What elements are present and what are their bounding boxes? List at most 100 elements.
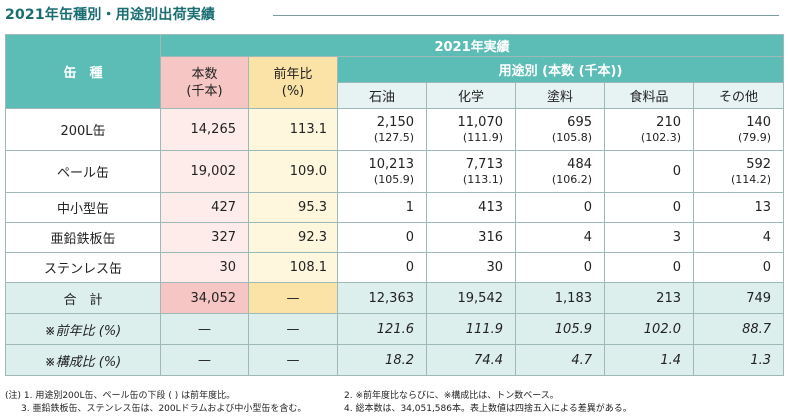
use-cell: 4 [515, 222, 605, 253]
total-quantity: 34,052 [160, 282, 249, 314]
use-cell: 0 [604, 252, 694, 283]
use-value: 0 [672, 163, 681, 179]
yoy-ratio-cell: 105.9 [515, 313, 605, 345]
yoy-cell: 108.1 [248, 252, 338, 283]
use-value: 10,213 [368, 156, 415, 172]
use-value: 592 [746, 156, 772, 172]
use-cell: 0 [604, 150, 694, 193]
total-row: 合 計 34,052 — 12,363 19,542 1,183 213 749 [5, 282, 785, 314]
header-year: 2021年実績 [159, 34, 785, 57]
header-use-chemical: 化学 [426, 82, 516, 109]
use-cell: 10,213 (105.9) [337, 150, 427, 193]
use-cell: 0 [337, 222, 427, 253]
use-cell: 0 [515, 192, 605, 223]
composition-cell: 4.7 [515, 344, 605, 376]
total-use-cell: 213 [604, 282, 694, 314]
use-cell: 316 [426, 222, 516, 253]
use-yoy: (105.9) [373, 172, 414, 186]
table-row: 亜鉛鉄板缶 327 92.3 0 316 4 3 4 [5, 222, 785, 253]
use-cell: 4 [692, 222, 785, 253]
yoy-cell: 92.3 [248, 222, 338, 253]
use-cell: 592 (114.2) [692, 150, 785, 193]
page-title: 2021年缶種別・用途別出荷実績 [5, 7, 216, 23]
composition-cell: 74.4 [426, 344, 516, 376]
yoy-cell: 95.3 [248, 192, 338, 223]
quantity-cell: 19,002 [160, 150, 249, 193]
table-row: ステンレス缶 30 108.1 0 30 0 0 0 [5, 252, 785, 283]
row-label: ペール缶 [5, 150, 161, 193]
quantity-cell: 14,265 [160, 108, 249, 151]
yoy-ratio-row: ※前年比 (%) — — 121.6 111.9 105.9 102.0 88.… [5, 313, 785, 345]
use-cell: 210 (102.3) [604, 108, 694, 151]
use-cell: 484 (106.2) [515, 150, 605, 193]
shipment-table: 缶 種 2021年実績 本数 (千本) 前年比 (%) 用途別 (本数 (千本)) … [5, 34, 785, 376]
yoy-ratio-quantity: — [160, 313, 249, 345]
use-yoy: (106.2) [551, 172, 592, 186]
footnotes: (注) 1. 用途別200L缶、ペール缶の下段 ( ) は前年度比。 2. ※前… [5, 390, 783, 416]
yoy-ratio-label: ※前年比 (%) [5, 313, 161, 345]
header-use-other: その他 [692, 82, 785, 109]
yoy-ratio-yoy: — [248, 313, 338, 345]
use-cell: 2,150 (127.5) [337, 108, 427, 151]
use-cell: 0 [337, 252, 427, 283]
use-cell: 0 [515, 252, 605, 283]
footnote-1: (注) 1. 用途別200L缶、ペール缶の下段 ( ) は前年度比。 [5, 391, 236, 401]
total-use-cell: 1,183 [515, 282, 605, 314]
header-yoy: 前年比 (%) [248, 56, 338, 109]
yoy-cell: 113.1 [248, 108, 338, 151]
table-row: 中小型缶 427 95.3 1 413 0 0 13 [5, 192, 785, 223]
use-cell: 11,070 (111.9) [426, 108, 516, 151]
composition-cell: 18.2 [337, 344, 427, 376]
header-use-food: 食料品 [604, 82, 694, 109]
header-by-use: 用途別 (本数 (千本)) [336, 56, 785, 83]
row-label: 中小型缶 [5, 192, 161, 223]
total-use-cell: 749 [692, 282, 785, 314]
use-yoy: (127.5) [373, 130, 414, 144]
use-value: 140 [746, 114, 772, 130]
use-yoy: (102.3) [640, 130, 681, 144]
use-cell: 7,713 (113.1) [426, 150, 516, 193]
header-use-paint: 塗料 [515, 82, 605, 109]
use-yoy: (79.9) [737, 130, 772, 144]
total-use-cell: 19,542 [426, 282, 516, 314]
quantity-cell: 327 [160, 222, 249, 253]
composition-yoy: — [248, 344, 338, 376]
footnote-2: 2. ※前年度比ならびに、※構成比は、トン数ベース。 [344, 391, 559, 401]
total-yoy: — [248, 282, 338, 314]
table-row: 200L缶 14,265 113.1 2,150 (127.5) 11,070 (1… [5, 108, 785, 151]
use-value: 11,070 [457, 114, 504, 130]
total-label: 合 計 [5, 282, 161, 314]
footnote-4: 4. 総本数は、34,051,586本。表上数値は四捨五入による差異がある。 [344, 404, 632, 414]
use-cell: 0 [692, 252, 785, 283]
composition-cell: 1.4 [604, 344, 694, 376]
use-yoy: (114.2) [730, 172, 772, 186]
composition-quantity: — [160, 344, 249, 376]
composition-cell: 1.3 [692, 344, 785, 376]
composition-row: ※構成比 (%) — — 18.2 74.4 4.7 1.4 1.3 [5, 344, 785, 376]
yoy-ratio-cell: 88.7 [692, 313, 785, 345]
use-cell: 3 [604, 222, 694, 253]
use-value: 484 [567, 156, 592, 172]
header-use-oil: 石油 [337, 82, 427, 109]
composition-label: ※構成比 (%) [5, 344, 161, 376]
use-cell: 0 [604, 192, 694, 223]
use-value: 210 [656, 114, 681, 130]
yoy-ratio-cell: 102.0 [604, 313, 694, 345]
header-quantity: 本数 (千本) [160, 56, 249, 109]
yoy-ratio-cell: 111.9 [426, 313, 516, 345]
use-cell: 30 [426, 252, 516, 283]
use-value: 2,150 [376, 114, 414, 130]
row-label: ステンレス缶 [5, 252, 161, 283]
use-cell: 1 [337, 192, 427, 223]
row-label: 200L缶 [5, 108, 161, 151]
table-row: ペール缶 19,002 109.0 10,213 (105.9) 7,713 (11… [5, 150, 785, 193]
total-use-cell: 12,363 [337, 282, 427, 314]
use-yoy: (105.8) [551, 130, 592, 144]
row-label: 亜鉛鉄板缶 [5, 222, 161, 253]
quantity-cell: 427 [160, 192, 249, 223]
use-yoy: (111.9) [462, 130, 503, 144]
title-divider [273, 15, 779, 16]
use-cell: 140 (79.9) [692, 108, 785, 151]
header-yoy-label: 前年比 (%) [273, 66, 313, 99]
quantity-cell: 30 [160, 252, 249, 283]
